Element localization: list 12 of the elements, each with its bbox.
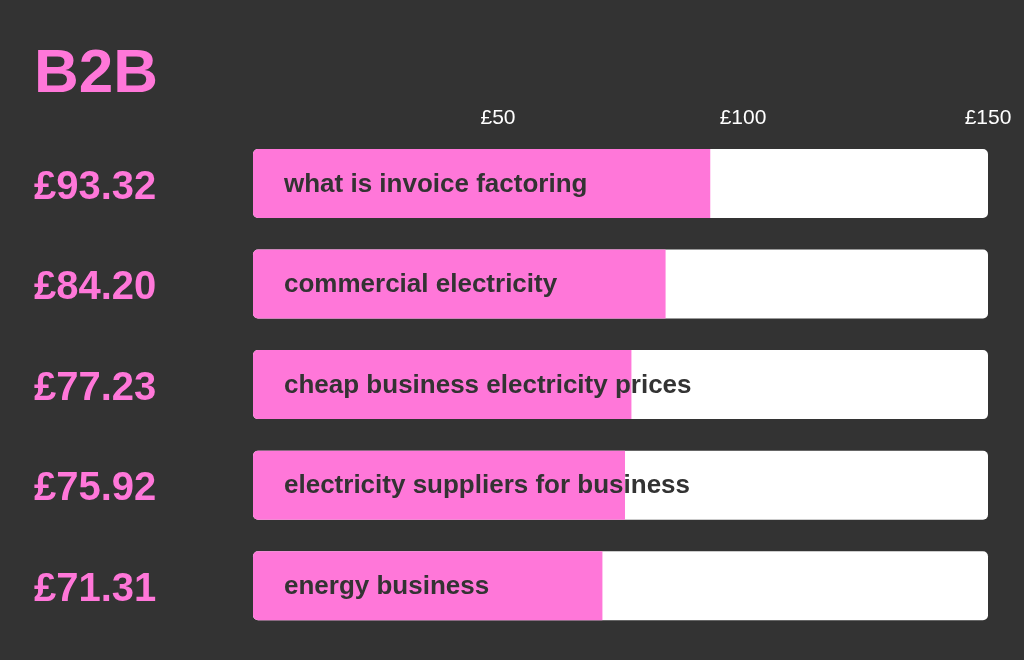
x-tick-label: £50 [480,105,516,129]
y-tick-label: energy business [284,569,490,600]
y-tick-label: commercial electricity [284,268,558,299]
chart-title: B2B [34,36,159,105]
data-label: £75.92 [34,464,157,509]
x-tick-label: £100 [719,105,767,129]
data-label: £93.32 [34,162,157,207]
data-label: £71.31 [34,564,157,609]
x-tick-label: £150 [964,105,1012,129]
data-label: £84.20 [34,263,157,308]
data-label: £77.23 [34,363,157,408]
y-tick-label: what is invoice factoring [283,167,588,198]
